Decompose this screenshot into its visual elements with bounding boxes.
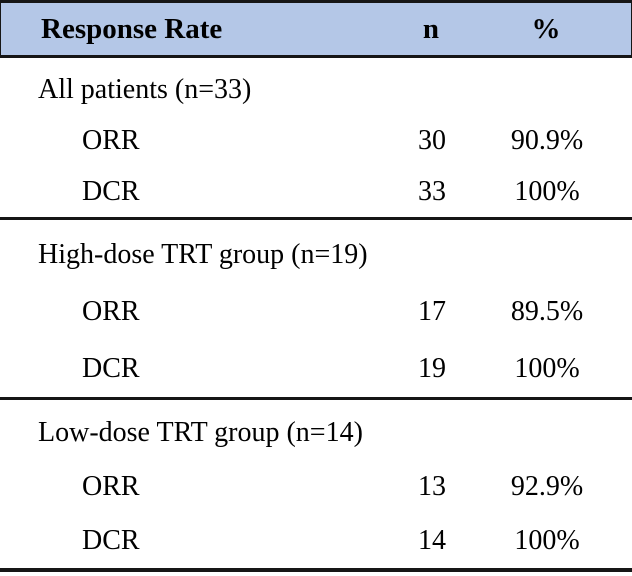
cell-n: 19 <box>418 352 446 384</box>
section-title: High-dose TRT group (n=19) <box>38 238 368 270</box>
table-row: DCR 19 100% <box>0 340 632 397</box>
table-header-row: Response Rate n % <box>0 0 632 58</box>
section-high-dose-trt: High-dose TRT group (n=19) ORR 17 89.5% … <box>0 220 632 400</box>
section-all-patients: All patients (n=33) ORR 30 90.9% DCR 33 … <box>0 58 632 220</box>
cell-n: 30 <box>418 124 446 156</box>
row-label: ORR <box>82 295 140 327</box>
cell-n: 13 <box>418 471 446 502</box>
section-title: Low-dose TRT group (n=14) <box>38 417 363 448</box>
table-row: DCR 14 100% <box>0 514 632 568</box>
cell-percent: 89.5% <box>510 295 584 327</box>
row-label: DCR <box>82 525 140 556</box>
table-row: DCR 33 100% <box>0 166 632 217</box>
table-row: ORR 30 90.9% <box>0 115 632 166</box>
cell-percent: 100% <box>514 352 580 384</box>
row-label: DCR <box>82 175 140 207</box>
column-header-response-rate: Response Rate <box>41 12 223 45</box>
cell-percent: 92.9% <box>510 471 584 502</box>
section-title-row: Low-dose TRT group (n=14) <box>0 406 632 460</box>
table-row: ORR 17 89.5% <box>0 283 632 340</box>
cell-percent: 100% <box>514 525 580 556</box>
column-header-n: n <box>422 12 440 45</box>
section-low-dose-trt: Low-dose TRT group (n=14) ORR 13 92.9% D… <box>0 400 632 572</box>
cell-n: 17 <box>418 295 446 327</box>
row-label: ORR <box>82 124 140 156</box>
section-title: All patients (n=33) <box>38 73 252 105</box>
section-title-row: All patients (n=33) <box>0 64 632 115</box>
row-label: DCR <box>82 352 140 384</box>
section-title-row: High-dose TRT group (n=19) <box>0 226 632 283</box>
cell-percent: 90.9% <box>510 124 584 156</box>
cell-percent: 100% <box>514 175 580 207</box>
column-header-percent: % <box>531 12 561 45</box>
cell-n: 14 <box>418 525 446 556</box>
cell-n: 33 <box>418 175 446 207</box>
table-row: ORR 13 92.9% <box>0 460 632 514</box>
row-label: ORR <box>82 471 140 502</box>
